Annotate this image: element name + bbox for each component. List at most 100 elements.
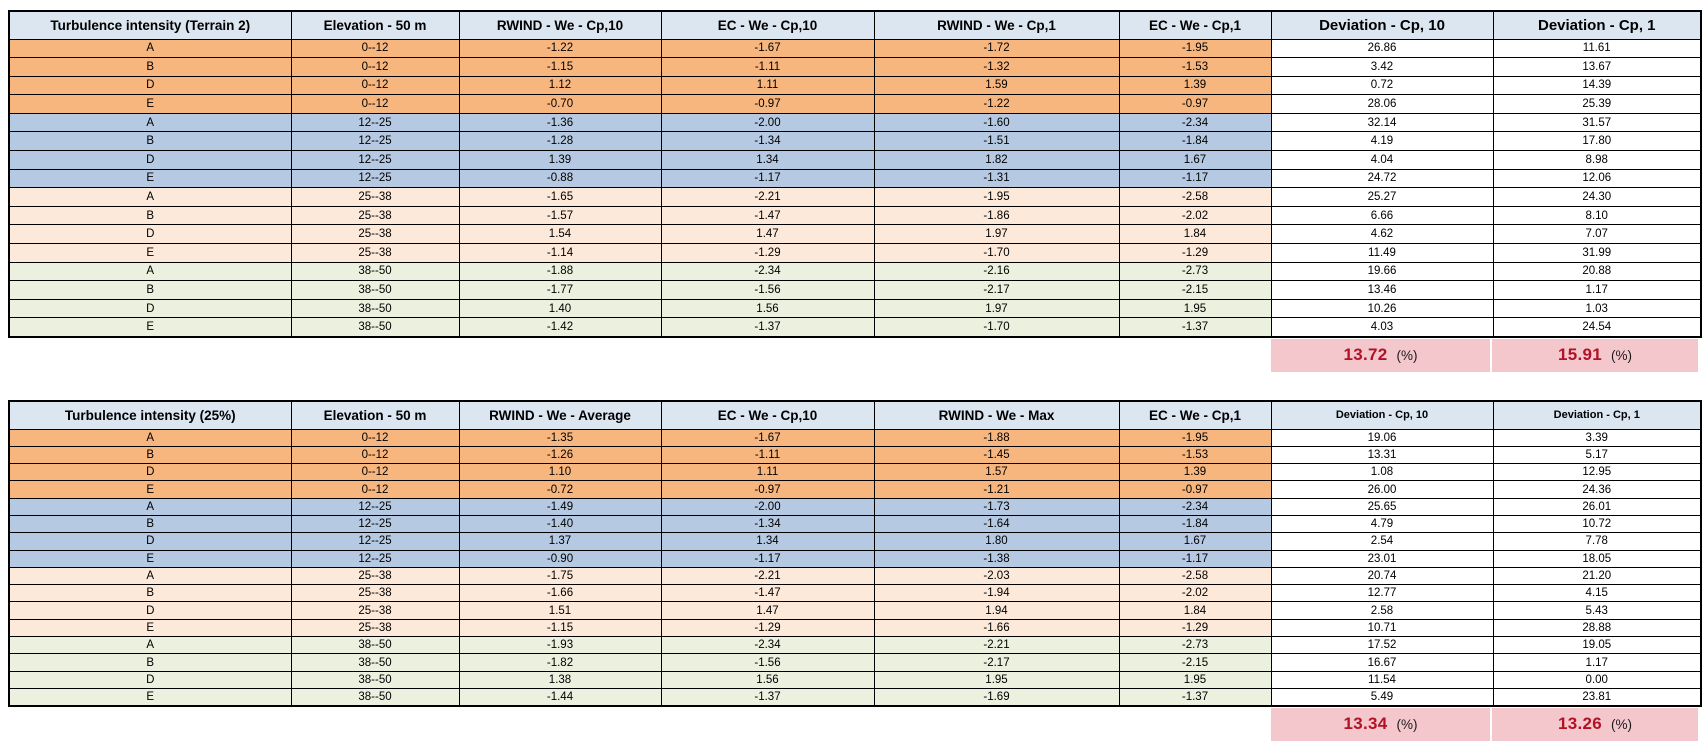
- cell-t1-r5-c8: 26.01: [1492, 497, 1702, 516]
- cell-t0-r14-c5: -2.17: [873, 280, 1120, 300]
- cell-t1-r16-c2: 38--50: [290, 687, 460, 707]
- table-body: A 0--12 -1.22 -1.67 -1.72 -1.95 26.86 11.61 B 0--…: [8, 38, 1702, 337]
- cell-t1-r6-c3: -1.40: [458, 514, 662, 534]
- cell-t0-r7-c5: 1.82: [873, 150, 1120, 170]
- cell-t0-r9-c4: -2.21: [660, 187, 875, 207]
- cell-t0-r1-c6: -1.95: [1118, 38, 1272, 59]
- cell-t1-r7-c7: 2.54: [1270, 532, 1494, 551]
- cell-t0-r16-c5: -1.70: [873, 317, 1120, 337]
- cell-t1-r3-c7: 1.08: [1270, 463, 1494, 482]
- cell-t1-r8-c2: 12--25: [290, 549, 460, 568]
- summary-value-cp1: 13.26: [1557, 714, 1603, 734]
- cell-t0-r5-c6: -2.34: [1118, 112, 1272, 133]
- turbulence-table-25pct: Turbulence intensity (25%) Elevation - 5…: [8, 400, 1702, 707]
- cell-t0-r2-c4: -1.11: [660, 57, 875, 77]
- cell-t0-r8-c1: E: [8, 168, 292, 189]
- cell-t0-r14-c8: 1.17: [1492, 280, 1702, 300]
- cell-t0-r6-c7: 4.19: [1270, 131, 1494, 152]
- cell-t0-r7-c2: 12--25: [290, 150, 460, 170]
- table-row: B 38--50 -1.77 -1.56 -2.17 -2.15 13.46 1.17: [8, 280, 1702, 300]
- cell-t0-r1-c5: -1.72: [873, 38, 1120, 59]
- cell-t0-r9-c1: A: [8, 187, 292, 207]
- cell-t1-r7-c1: D: [8, 532, 292, 551]
- cell-t1-r13-c7: 17.52: [1270, 636, 1494, 655]
- cell-t0-r15-c3: 1.40: [458, 298, 662, 319]
- table-row: E 0--12 -0.70 -0.97 -1.22 -0.97 28.06 25.39: [8, 94, 1702, 114]
- header-row: Turbulence intensity (25%) Elevation - 5…: [8, 400, 1702, 430]
- cell-t0-r10-c3: -1.57: [458, 205, 662, 226]
- cell-t1-r11-c6: 1.84: [1118, 601, 1272, 620]
- cell-t0-r11-c2: 25--38: [290, 224, 460, 245]
- cell-t0-r4-c1: E: [8, 94, 292, 114]
- cell-t0-r9-c5: -1.95: [873, 187, 1120, 207]
- cell-t0-r8-c4: -1.17: [660, 168, 875, 189]
- cell-t0-r10-c5: -1.86: [873, 205, 1120, 226]
- cell-t1-r15-c5: 1.95: [873, 670, 1120, 689]
- cell-t0-r5-c8: 31.57: [1492, 112, 1702, 133]
- cell-t1-r2-c7: 13.31: [1270, 445, 1494, 465]
- cell-t0-r4-c3: -0.70: [458, 94, 662, 114]
- table-header: Turbulence intensity (Terrain 2) Elevati…: [8, 10, 1702, 40]
- cell-t0-r12-c2: 25--38: [290, 243, 460, 263]
- cell-t1-r16-c5: -1.69: [873, 687, 1120, 707]
- cell-t0-r10-c4: -1.47: [660, 205, 875, 226]
- cell-t1-r14-c5: -2.17: [873, 653, 1120, 672]
- cell-t1-r13-c4: -2.34: [660, 636, 875, 655]
- table-row: A 12--25 -1.36 -2.00 -1.60 -2.34 32.14 31.57: [8, 112, 1702, 133]
- cell-t1-r9-c3: -1.75: [458, 566, 662, 586]
- cell-t0-r12-c7: 11.49: [1270, 243, 1494, 263]
- cell-t1-r15-c1: D: [8, 670, 292, 689]
- cell-t1-r4-c4: -0.97: [660, 480, 875, 499]
- cell-t0-r13-c4: -2.34: [660, 261, 875, 282]
- table-row: E 25--38 -1.15 -1.29 -1.66 -1.29 10.71 28.88: [8, 618, 1702, 638]
- cell-t0-r11-c7: 4.62: [1270, 224, 1494, 245]
- cell-t0-r8-c8: 12.06: [1492, 168, 1702, 189]
- table-row: E 38--50 -1.42 -1.37 -1.70 -1.37 4.03 24.54: [8, 317, 1702, 337]
- col-header-ec-cp1: EC - We - Cp,1: [1118, 400, 1272, 430]
- cell-t1-r6-c1: B: [8, 514, 292, 534]
- cell-t1-r11-c8: 5.43: [1492, 601, 1702, 620]
- cell-t0-r8-c7: 24.72: [1270, 168, 1494, 189]
- cell-t0-r12-c5: -1.70: [873, 243, 1120, 263]
- summary-deviation-cp1: 15.91 (%): [1492, 338, 1698, 372]
- cell-t0-r14-c2: 38--50: [290, 280, 460, 300]
- cell-t0-r5-c7: 32.14: [1270, 112, 1494, 133]
- cell-t1-r1-c7: 19.06: [1270, 428, 1494, 447]
- summary-deviation-cp10: 13.34 (%): [1271, 707, 1492, 741]
- col-header-title: Turbulence intensity (25%): [8, 400, 292, 430]
- cell-t1-r1-c6: -1.95: [1118, 428, 1272, 447]
- cell-t0-r2-c2: 0--12: [290, 57, 460, 77]
- cell-t1-r9-c4: -2.21: [660, 566, 875, 586]
- cell-t0-r4-c8: 25.39: [1492, 94, 1702, 114]
- table-row: A 25--38 -1.65 -2.21 -1.95 -2.58 25.27 24.30: [8, 187, 1702, 207]
- table-row: B 12--25 -1.28 -1.34 -1.51 -1.84 4.19 17.80: [8, 131, 1702, 152]
- cell-t0-r13-c7: 19.66: [1270, 261, 1494, 282]
- cell-t1-r2-c6: -1.53: [1118, 445, 1272, 465]
- cell-t0-r2-c3: -1.15: [458, 57, 662, 77]
- turbulence-table-terrain2: Turbulence intensity (Terrain 2) Elevati…: [8, 10, 1702, 338]
- cell-t1-r13-c6: -2.73: [1118, 636, 1272, 655]
- table-row: D 25--38 1.51 1.47 1.94 1.84 2.58 5.43: [8, 601, 1702, 620]
- table-row: D 38--50 1.38 1.56 1.95 1.95 11.54 0.00: [8, 670, 1702, 689]
- cell-t1-r15-c6: 1.95: [1118, 670, 1272, 689]
- cell-t0-r15-c5: 1.97: [873, 298, 1120, 319]
- cell-t1-r3-c2: 0--12: [290, 463, 460, 482]
- cell-t1-r15-c8: 0.00: [1492, 670, 1702, 689]
- cell-t1-r13-c8: 19.05: [1492, 636, 1702, 655]
- cell-t1-r16-c6: -1.37: [1118, 687, 1272, 707]
- cell-t0-r12-c3: -1.14: [458, 243, 662, 263]
- cell-t0-r15-c7: 10.26: [1270, 298, 1494, 319]
- cell-t0-r13-c5: -2.16: [873, 261, 1120, 282]
- cell-t1-r4-c7: 26.00: [1270, 480, 1494, 499]
- cell-t1-r9-c1: A: [8, 566, 292, 586]
- cell-t1-r12-c5: -1.66: [873, 618, 1120, 638]
- cell-t0-r5-c3: -1.36: [458, 112, 662, 133]
- cell-t0-r14-c6: -2.15: [1118, 280, 1272, 300]
- cell-t0-r16-c4: -1.37: [660, 317, 875, 337]
- cell-t0-r16-c1: E: [8, 317, 292, 337]
- cell-t1-r10-c4: -1.47: [660, 584, 875, 603]
- cell-t1-r12-c4: -1.29: [660, 618, 875, 638]
- cell-t0-r7-c4: 1.34: [660, 150, 875, 170]
- cell-t0-r12-c1: E: [8, 243, 292, 263]
